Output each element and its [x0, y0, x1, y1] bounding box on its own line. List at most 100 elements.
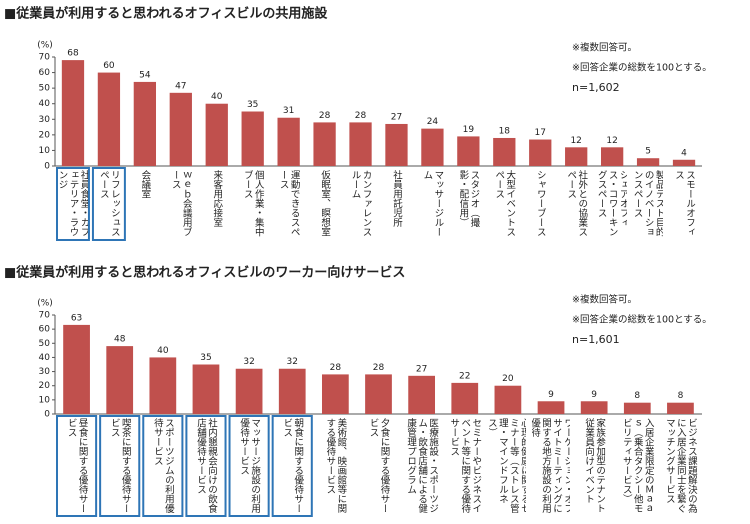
y-tick-label: 20: [39, 381, 51, 391]
x-tick-label: シャワーブース: [534, 170, 546, 237]
bar: [494, 385, 522, 414]
value-label: 12: [570, 136, 581, 146]
y-tick-label: 30: [39, 367, 51, 377]
value-label: 8: [678, 391, 684, 401]
x-tick-label: 美術館、映画館等に関する優待サービス: [324, 418, 347, 513]
bar: [667, 402, 694, 414]
x-tick-label: 心理的健康に関するセミナー等（ストレス管理・マインドフルネス）: [489, 418, 527, 513]
highlight-box: [228, 415, 270, 517]
bar: [278, 368, 306, 414]
bar: [408, 375, 436, 414]
bar: [365, 374, 392, 414]
bar: [192, 364, 220, 414]
value-label: 48: [114, 335, 126, 345]
bar: [241, 111, 264, 166]
value-label: 27: [416, 364, 427, 374]
note: ※複数回答可。: [572, 294, 637, 306]
value-label: 28: [373, 363, 385, 373]
value-label: 9: [591, 390, 597, 400]
highlight-box: [185, 415, 227, 517]
x-tick-label: 喫茶に関する優待サービス: [108, 418, 131, 513]
value-label: 32: [243, 357, 254, 367]
x-tick-label: スモールオフィス: [673, 170, 696, 237]
y-tick-label: 0: [44, 410, 50, 420]
y-tick-label: 50: [39, 84, 51, 94]
highlight-box: [142, 415, 184, 517]
note: ※回答企業の総数を100とする。: [572, 62, 712, 74]
bar: [321, 374, 349, 414]
bar: [421, 128, 444, 166]
x-tick-label: マッサージ施設の利用優待サービス: [238, 418, 261, 513]
bar: [313, 122, 336, 166]
y-tick-label: 60: [39, 68, 51, 78]
value-label: 35: [247, 100, 258, 110]
x-tick-label: リフレッシュスペース: [97, 170, 120, 237]
value-label: 24: [427, 117, 439, 127]
y-tick-label: 20: [39, 130, 51, 140]
bar: [106, 346, 134, 414]
bar: [385, 123, 408, 166]
x-tick-label: 仮眠室、瞑想室: [319, 170, 331, 237]
x-tick-label: 朝食に関する優待サービス: [281, 418, 304, 513]
x-tick-label: ビジネス課題解決の為に入居企業同士を繋ぐマッチングサービス: [663, 418, 697, 513]
value-label: 28: [319, 111, 331, 121]
bar: [451, 382, 479, 414]
value-label: 47: [175, 81, 186, 91]
chart-title: ■従業員が利用すると思われるオフィスビルのワーカー向けサービス: [4, 265, 405, 281]
bar: [205, 103, 228, 166]
bar: [97, 72, 121, 166]
bar: [580, 401, 608, 414]
bar: [133, 81, 157, 166]
value-label: 18: [499, 126, 511, 136]
bar: [600, 147, 624, 166]
bar: [529, 139, 552, 166]
bar: [349, 122, 372, 166]
x-tick-label: 運動できるスペース: [277, 170, 300, 237]
note: n=1,601: [572, 333, 620, 346]
x-tick-label: ワーケーション・オフサイトミーティングに関する地方施設の利用優待: [532, 418, 570, 513]
value-label: 8: [634, 391, 640, 401]
value-label: 40: [211, 92, 223, 102]
x-tick-label: 製品テスト目的のイノベーションスペース: [633, 170, 664, 237]
x-tick-label: 医療施設・スポーツジム・飲食店舗による健康管理プログラム: [405, 418, 439, 513]
value-label: 28: [355, 111, 367, 121]
x-tick-label: 社員食堂・カフェテリア・ラウンジ: [58, 170, 88, 237]
x-tick-label: マッサージルーム: [421, 170, 444, 237]
value-label: 22: [459, 371, 470, 381]
y-tick-label: 40: [39, 353, 51, 363]
y-tick-label: 70: [39, 311, 51, 321]
x-tick-label: 家族参加型のテナント従業員向けイベント: [583, 418, 606, 513]
value-label: 9: [548, 390, 554, 400]
highlight-box: [56, 415, 98, 517]
x-tick-label: シェアオフィス・コワーキングスペース: [597, 170, 628, 237]
x-tick-label: 社員用託児所: [390, 170, 402, 227]
y-tick-label: 50: [39, 339, 51, 349]
x-tick-label: スタジオ（撮影・配信用）: [457, 170, 480, 227]
x-tick-label: セミナーやビジネスイベント等に関する優待サービス: [448, 418, 482, 513]
x-tick-label: 社内懇親会向けの飲食店舗優待サービス: [194, 418, 217, 513]
value-label: 20: [502, 374, 514, 384]
y-tick-label: 10: [39, 395, 51, 405]
y-axis-label: (%): [37, 299, 53, 309]
y-tick-label: 70: [39, 53, 51, 63]
bar: [672, 159, 696, 166]
value-label: 28: [330, 363, 342, 373]
value-label: 17: [535, 128, 546, 138]
y-tick-label: 10: [39, 146, 51, 156]
value-label: 35: [200, 353, 211, 363]
bar: [537, 401, 565, 414]
value-label: 5: [645, 147, 651, 157]
value-label: 68: [67, 49, 79, 59]
x-tick-label: 入居企業限定のＭａａｓ（乗合タクシー他モビリティサービス）: [620, 418, 654, 513]
highlight-box: [56, 167, 90, 241]
highlight-box: [99, 415, 141, 517]
x-tick-label: ｗｅｂ会議用ブース: [169, 170, 192, 237]
bar: [623, 402, 651, 414]
value-label: 54: [139, 70, 151, 80]
bar: [636, 158, 660, 166]
y-tick-label: 30: [39, 115, 51, 125]
x-tick-label: 来客用応接室: [211, 170, 223, 227]
highlight-box: [91, 167, 126, 241]
y-tick-label: 40: [39, 99, 51, 109]
